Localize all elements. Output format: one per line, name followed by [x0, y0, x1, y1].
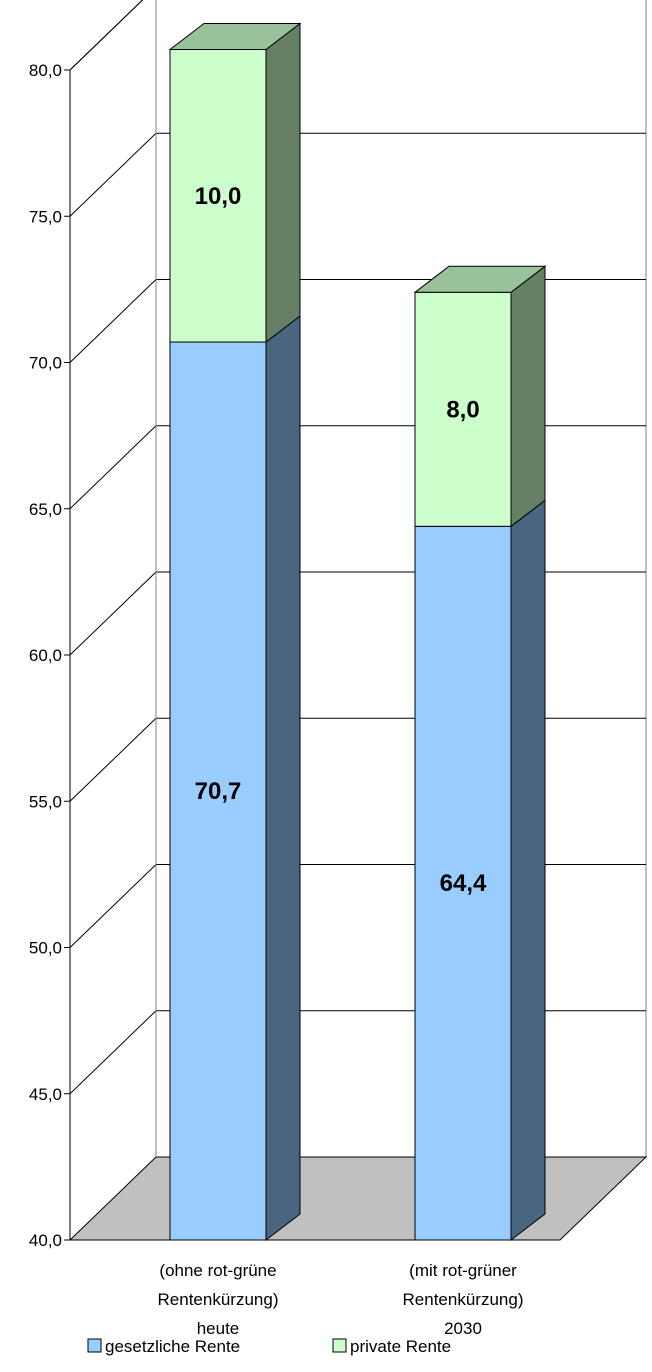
- legend-label: private Rente: [350, 1337, 451, 1356]
- gridline-side: [69, 425, 157, 510]
- y-tick-label: 50,0: [29, 939, 62, 958]
- data-label: 8,0: [446, 396, 479, 423]
- side-wall-top: [69, 0, 144, 71]
- data-label: 64,4: [440, 870, 487, 897]
- bar-private-0: [169, 49, 267, 343]
- y-tick-label: 65,0: [29, 500, 62, 519]
- gridline-side: [69, 864, 157, 948]
- gridline-side: [69, 0, 144, 71]
- gridline-side: [69, 132, 157, 217]
- y-tick-label: 45,0: [29, 1085, 62, 1104]
- category-label: 2030: [444, 1319, 482, 1338]
- bar-top-0: [168, 23, 302, 51]
- data-label: 70,7: [195, 778, 242, 805]
- y-tick-label: 80,0: [29, 61, 62, 80]
- y-tick-label: 70,0: [29, 354, 62, 373]
- bar-side-1-1: [510, 265, 546, 528]
- gridline-side: [69, 571, 157, 656]
- legend-label: gesetzliche Rente: [105, 1337, 240, 1356]
- y-tick-label: 55,0: [29, 792, 62, 811]
- bar-private-1: [414, 291, 512, 527]
- gridline-side: [69, 1010, 157, 1095]
- bar-side-0-0: [265, 315, 301, 1242]
- bar-gesetzliche-0: [169, 341, 267, 1241]
- gridline-side: [69, 279, 157, 363]
- plot-floor: [68, 1156, 648, 1241]
- legend-swatch-0: [87, 1338, 102, 1353]
- category-label: (mit rot-grüner: [409, 1261, 517, 1280]
- category-label: (ohne rot-grüne: [159, 1261, 276, 1280]
- legend-swatch-1: [332, 1338, 347, 1353]
- bar-side-1-0: [510, 499, 546, 1242]
- y-tick-label: 60,0: [29, 646, 62, 665]
- gridline-side: [69, 717, 157, 802]
- category-label: heute: [197, 1319, 240, 1338]
- category-label: Rentenkürzung): [403, 1290, 524, 1309]
- y-tick-label: 75,0: [29, 207, 62, 226]
- bar-gesetzliche-1: [414, 525, 512, 1241]
- category-label: Rentenkürzung): [158, 1290, 279, 1309]
- bar-top-1: [413, 265, 547, 293]
- data-label: 10,0: [195, 183, 242, 210]
- bar-side-0-1: [265, 22, 301, 344]
- y-tick-label: 40,0: [29, 1231, 62, 1250]
